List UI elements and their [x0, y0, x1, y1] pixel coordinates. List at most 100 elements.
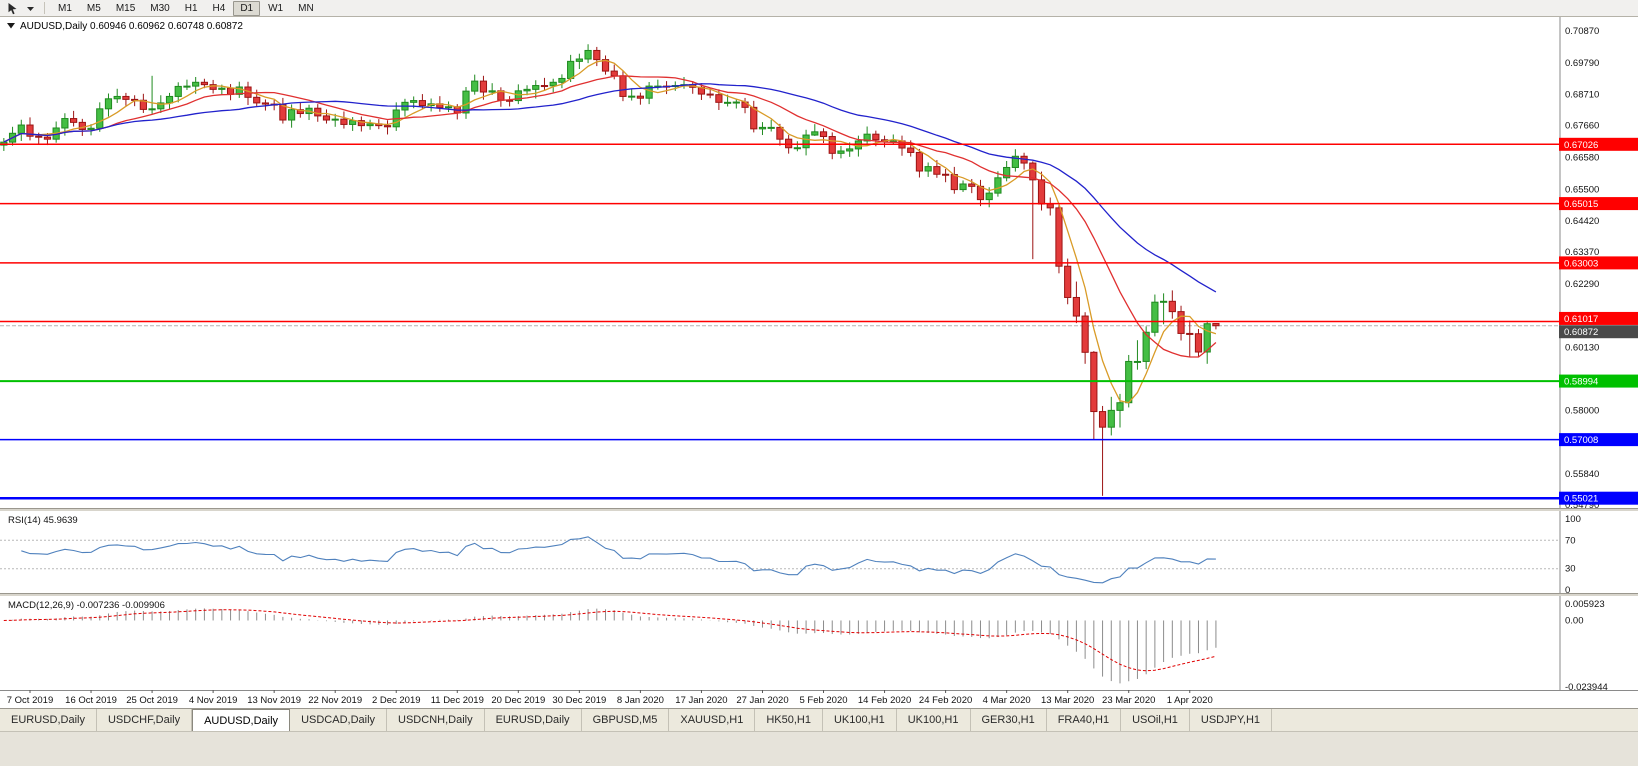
collapse-arrow-icon[interactable] [7, 23, 15, 29]
chart-tab-5-eurusd-daily[interactable]: EURUSD,Daily [485, 709, 582, 731]
macd-histogram [12, 608, 1217, 684]
rsi-panel-canvas[interactable]: RSI(14) 45.9639 100 70 30 0 [0, 511, 1638, 593]
ma-line-28 [3, 83, 1217, 293]
timeframe-button-mn[interactable]: MN [298, 2, 314, 14]
svg-text:0.005923: 0.005923 [1565, 599, 1605, 610]
svg-text:0.70870: 0.70870 [1565, 26, 1599, 37]
price-tag-0.58994: 0.58994 [1559, 374, 1638, 388]
chart-tab-9-uk100-h1[interactable]: UK100,H1 [823, 709, 897, 731]
svg-text:0.55840: 0.55840 [1565, 469, 1599, 480]
timeframe-button-m30[interactable]: M30 [150, 2, 170, 14]
window-bottom-area [0, 731, 1638, 766]
chart-tab-0-eurusd-daily[interactable]: EURUSD,Daily [0, 709, 97, 731]
price-tag-0.67026: 0.67026 [1559, 137, 1638, 151]
timeframe-button-h4[interactable]: H4 [212, 2, 226, 14]
timeframe-buttons: M1 M5 M15 M30 H1 H4 D1 W1 MN [51, 0, 321, 16]
price-tag-0.63003: 0.63003 [1559, 256, 1638, 270]
macd-label: MACD(12,26,9) -0.007236 -0.009906 [8, 600, 165, 611]
timeframe-button-m15[interactable]: M15 [115, 2, 136, 14]
svg-text:70: 70 [1565, 535, 1576, 546]
rsi-line [21, 536, 1216, 584]
toolbar: M1 M5 M15 M30 H1 H4 D1 W1 MN [0, 0, 1638, 17]
time-label: 16 Oct 2019 [65, 695, 117, 706]
time-label: 2 Dec 2019 [372, 695, 421, 706]
time-label: 20 Dec 2019 [491, 695, 545, 706]
svg-text:0.61017: 0.61017 [1564, 314, 1598, 325]
chart-tab-8-hk50-h1[interactable]: HK50,H1 [755, 709, 823, 731]
time-label: 4 Mar 2020 [983, 695, 1031, 706]
time-label: 27 Jan 2020 [736, 695, 788, 706]
time-label: 25 Oct 2019 [126, 695, 178, 706]
time-label: 14 Feb 2020 [858, 695, 911, 706]
toolbar-separator [44, 2, 45, 14]
chart-title-text: AUDUSD,Daily 0.60946 0.60962 0.60748 0.6… [20, 21, 243, 32]
time-label: 1 Apr 2020 [1167, 695, 1213, 706]
time-label: 17 Jan 2020 [675, 695, 727, 706]
time-label: 7 Oct 2019 [7, 695, 53, 706]
svg-text:0.60130: 0.60130 [1565, 343, 1599, 354]
candlestick-series [0, 44, 1220, 496]
chart-tab-14-usdjpy-h1[interactable]: USDJPY,H1 [1190, 709, 1273, 731]
price-tag-0.61017: 0.61017 [1559, 311, 1638, 325]
price-tag-0.55021: 0.55021 [1559, 491, 1638, 505]
panel-splitter-macd[interactable] [0, 593, 1638, 596]
time-label: 22 Nov 2019 [308, 695, 362, 706]
toolbar-dropdown-caret-icon[interactable] [22, 1, 38, 16]
time-label: 13 Mar 2020 [1041, 695, 1094, 706]
svg-text:0.00: 0.00 [1565, 615, 1584, 626]
svg-text:0.57008: 0.57008 [1564, 435, 1598, 446]
ma-line-13 [3, 75, 1217, 358]
time-label: 24 Feb 2020 [919, 695, 972, 706]
timeframe-button-d1[interactable]: D1 [233, 0, 261, 16]
svg-text:0.63370: 0.63370 [1565, 247, 1599, 258]
svg-text:0.66580: 0.66580 [1565, 152, 1599, 163]
price-tag-0.60872: 0.60872 [1559, 325, 1638, 339]
cursor-tool-icon[interactable] [4, 1, 20, 16]
chart-tab-13-usoil-h1[interactable]: USOil,H1 [1121, 709, 1190, 731]
time-label: 11 Dec 2019 [431, 695, 484, 706]
svg-text:100: 100 [1565, 514, 1581, 525]
chart-tab-7-xauusd-h1[interactable]: XAUUSD,H1 [669, 709, 756, 731]
chart-tab-12-fra40-h1[interactable]: FRA40,H1 [1047, 709, 1122, 731]
price-tag-0.65015: 0.65015 [1559, 197, 1638, 211]
svg-text:0.64420: 0.64420 [1565, 216, 1599, 227]
svg-text:0.67660: 0.67660 [1565, 121, 1599, 132]
rsi-label: RSI(14) 45.9639 [8, 515, 78, 526]
chart-tabs: EURUSD,Daily USDCHF,Daily AUDUSD,Daily USDC… [0, 708, 1638, 731]
time-label: 30 Dec 2019 [552, 695, 606, 706]
macd-signal-line [3, 609, 1217, 672]
time-axis-canvas: 7 Oct 2019 16 Oct 2019 25 Oct 2019 4 Nov 20… [0, 690, 1638, 706]
svg-text:0.65500: 0.65500 [1565, 184, 1599, 195]
chart-tab-2-audusd-daily[interactable]: AUDUSD,Daily [192, 709, 291, 731]
svg-text:0.55021: 0.55021 [1564, 494, 1598, 505]
time-label: 5 Feb 2020 [799, 695, 847, 706]
chart-tab-11-ger30-h1[interactable]: GER30,H1 [971, 709, 1047, 731]
svg-text:30: 30 [1565, 564, 1576, 575]
chart-tab-6-gbpusd-m5[interactable]: GBPUSD,M5 [582, 709, 670, 731]
main-chart-canvas[interactable]: AUDUSD,Daily 0.60946 0.60962 0.60748 0.6… [0, 17, 1638, 508]
timeframe-button-h1[interactable]: H1 [184, 2, 198, 14]
svg-text:0.62290: 0.62290 [1565, 279, 1599, 290]
macd-panel-canvas[interactable]: MACD(12,26,9) -0.007236 -0.009906 0.0059… [0, 596, 1638, 690]
timeframe-button-m1[interactable]: M1 [58, 2, 72, 14]
time-label: 13 Nov 2019 [247, 695, 301, 706]
svg-text:-0.023944: -0.023944 [1565, 682, 1608, 690]
svg-text:0.58000: 0.58000 [1565, 405, 1599, 416]
ma-line-5 [3, 59, 1217, 404]
svg-text:0.67026: 0.67026 [1564, 140, 1598, 151]
timeframe-button-m5[interactable]: M5 [86, 2, 101, 14]
svg-text:0: 0 [1565, 585, 1570, 593]
svg-text:0.68710: 0.68710 [1565, 90, 1599, 101]
price-tag-0.57008: 0.57008 [1559, 433, 1638, 447]
chart-tab-1-usdchf-daily[interactable]: USDCHF,Daily [97, 709, 193, 731]
chart-tab-10-uk100-h1[interactable]: UK100,H1 [897, 709, 971, 731]
time-label: 8 Jan 2020 [617, 695, 664, 706]
svg-text:0.63003: 0.63003 [1564, 258, 1598, 269]
panel-splitter-rsi[interactable] [0, 508, 1638, 511]
timeframe-button-w1[interactable]: W1 [268, 2, 284, 14]
svg-text:0.65015: 0.65015 [1564, 199, 1598, 210]
chart-tab-3-usdcad-daily[interactable]: USDCAD,Daily [290, 709, 388, 731]
chart-tab-4-usdcnh-daily[interactable]: USDCNH,Daily [387, 709, 485, 731]
svg-text:0.69790: 0.69790 [1565, 58, 1599, 69]
